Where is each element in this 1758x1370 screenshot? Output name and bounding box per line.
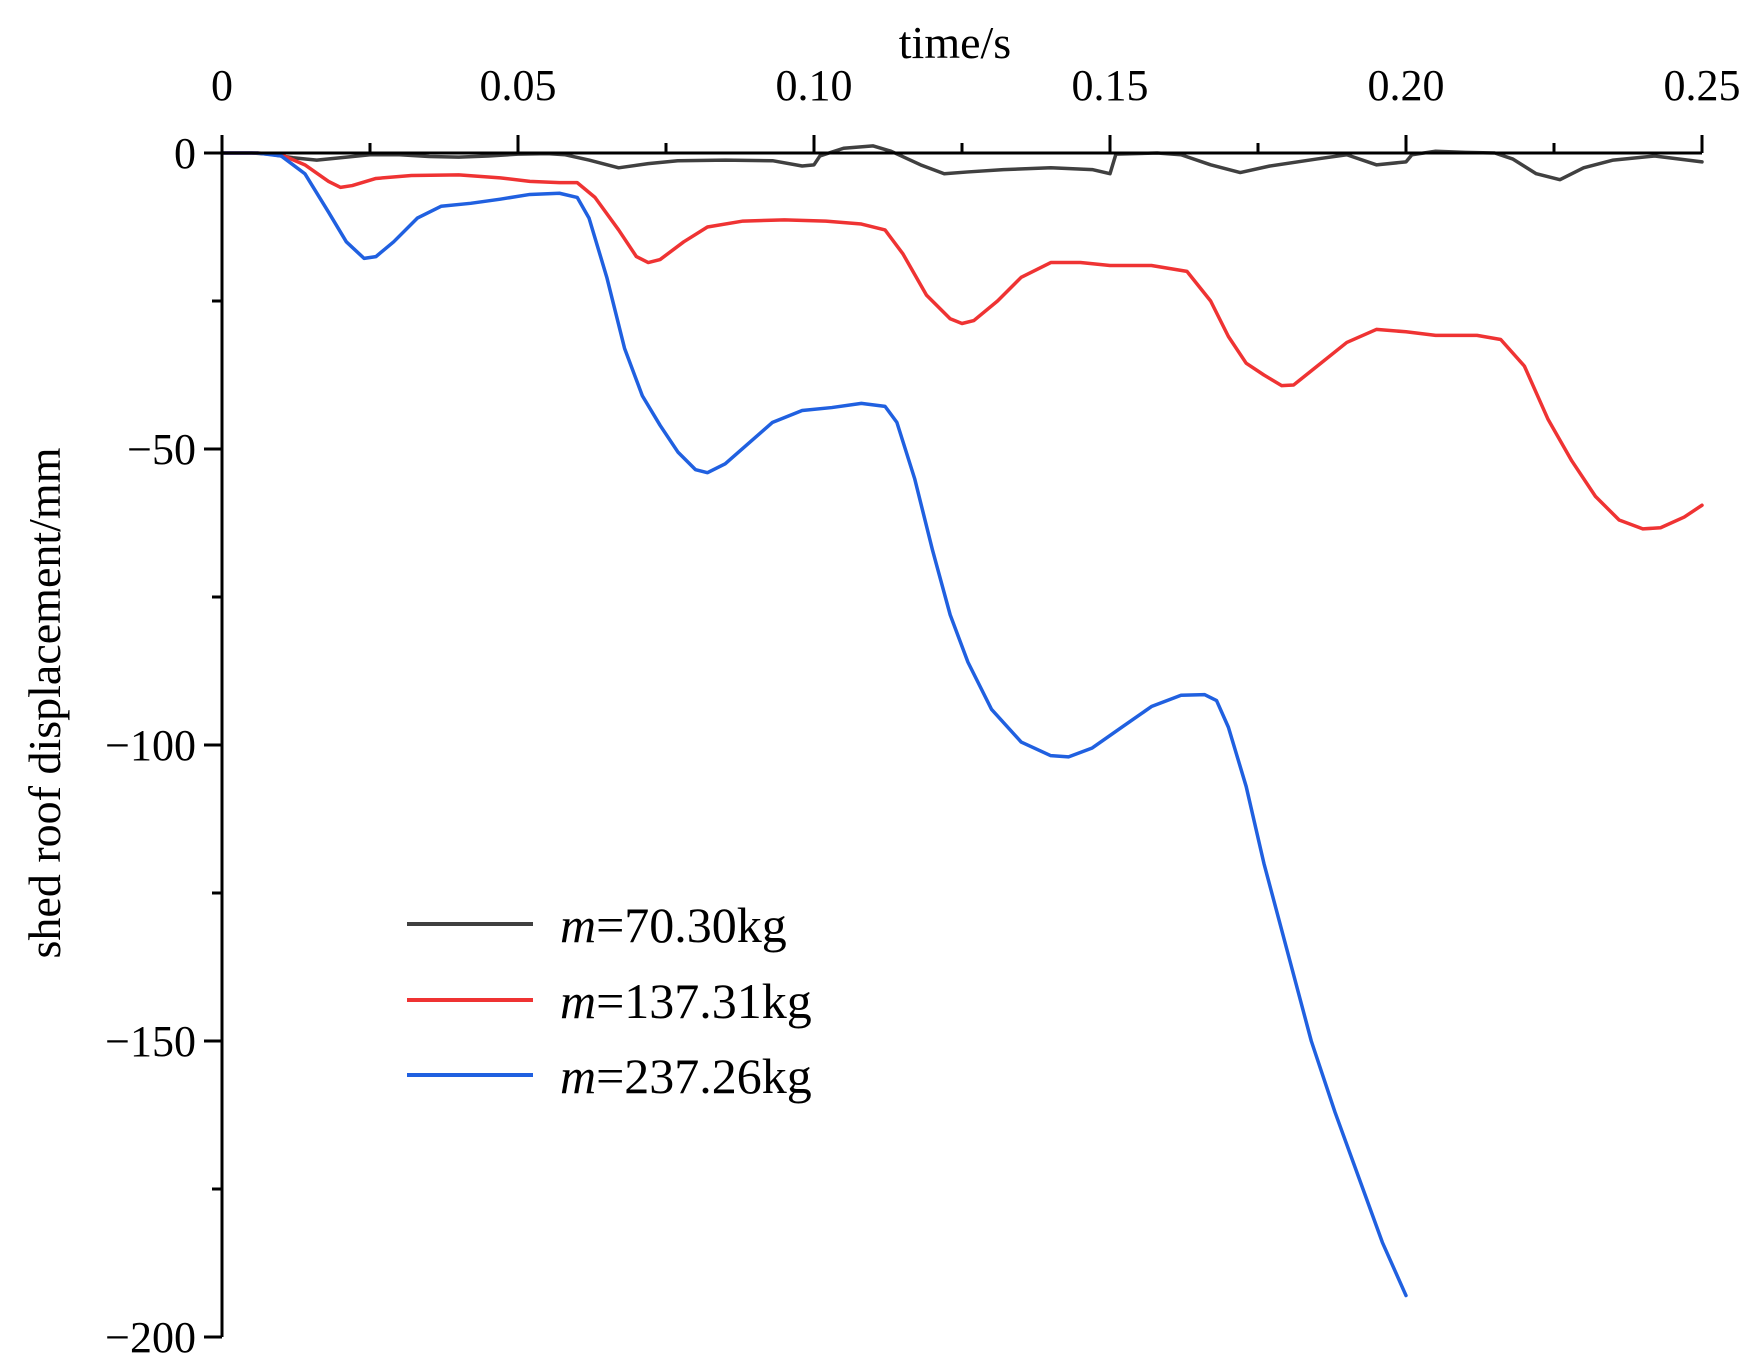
y-axis-title: shed roof displacement/mm	[19, 447, 70, 958]
legend-label-1: m=137.31kg	[560, 973, 812, 1029]
y-tick-label: −200	[105, 1313, 196, 1362]
x-tick-label: 0.05	[480, 61, 557, 110]
x-axis-title: time/s	[899, 17, 1011, 68]
x-tick-label: 0.15	[1072, 61, 1149, 110]
series-layer	[220, 144, 1704, 1298]
y-tick-label: −100	[105, 721, 196, 770]
legend-label-2: m=237.26kg	[560, 1048, 812, 1104]
y-tick-label: −50	[127, 425, 196, 474]
x-tick-label: 0.10	[776, 61, 853, 110]
series-line-1	[220, 151, 1704, 531]
x-tick-label: 0	[211, 61, 233, 110]
legend: m=70.30kg m=137.31kg m=237.26kg	[407, 897, 812, 1104]
y-tick-label: −150	[105, 1017, 196, 1066]
legend-label-0: m=70.30kg	[560, 897, 787, 953]
y-tick-label: 0	[174, 129, 196, 178]
series-line-0	[220, 144, 1704, 182]
x-tick-label: 0.25	[1664, 61, 1741, 110]
series-line-2	[220, 151, 1408, 1298]
axes-layer: 0 0.05 0.10 0.15 0.20 0.25 0 −50 −100 −150 −200	[105, 61, 1740, 1362]
x-tick-label: 0.20	[1368, 61, 1445, 110]
